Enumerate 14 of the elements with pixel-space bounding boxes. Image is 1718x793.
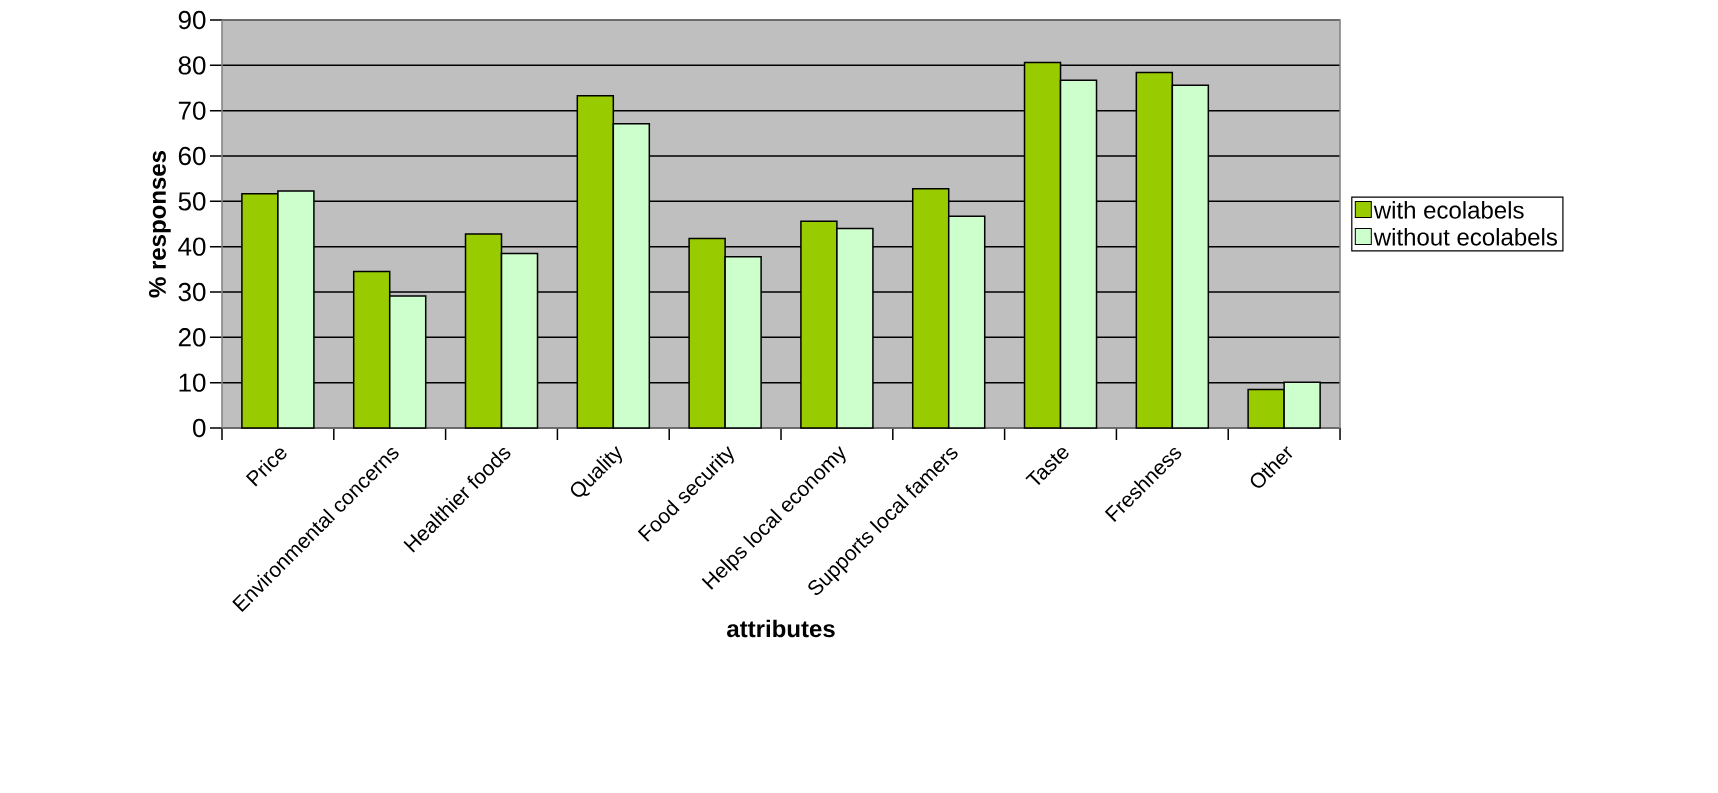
- legend-label: without ecolabels: [1373, 228, 1557, 246]
- y-tick-label: 80: [178, 56, 206, 75]
- y-tick-label: 90: [178, 10, 206, 30]
- y-axis-title: % responses: [149, 150, 171, 298]
- y-tick-label: 40: [178, 237, 206, 256]
- y-tick-label: 0: [193, 418, 206, 438]
- legend-label: with ecolabels: [1373, 201, 1524, 219]
- y-tick-label: 10: [179, 373, 206, 392]
- y-tick-label: 50: [178, 192, 206, 211]
- y-tick-label: 70: [178, 101, 206, 120]
- y-tick-label: 60: [178, 146, 206, 166]
- x-axis-title: attributes: [727, 619, 835, 638]
- y-tick-label: 20: [178, 328, 206, 347]
- y-tick-label: 30: [178, 282, 206, 302]
